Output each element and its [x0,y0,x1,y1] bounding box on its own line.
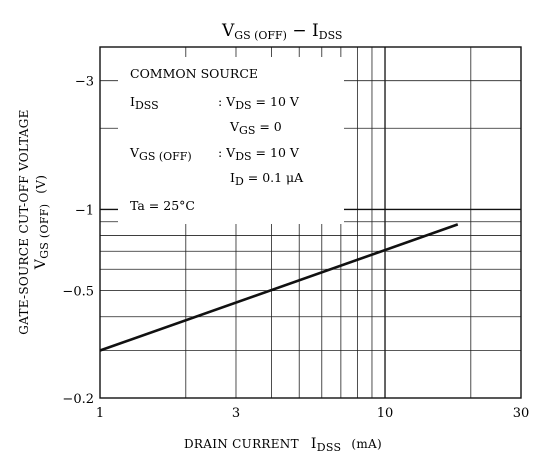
plot-frame [99,46,522,399]
y-tick-label: −0.5 [62,285,94,300]
tick-labels: 1 3 10 30 −0.2 −0.5 −1 −3 [62,75,529,421]
vgsoff-label: VGS (OFF) [129,145,192,163]
chart-title: VGS (OFF) − IDSS [221,21,342,42]
idss-cond2: VGS = 0 [229,119,282,137]
conditions-heading: COMMON SOURCE [130,66,258,81]
svg-text:GATE-SOURCE CUT-OFF VOLTAGE: GATE-SOURCE CUT-OFF VOLTAGE [17,109,31,334]
idss-label: IDSS [130,94,159,112]
idss-cond1: : VDS = 10 V [218,94,300,112]
y-tick-label: −0.2 [62,392,94,407]
x-tick-label: 10 [377,406,394,421]
x-tick-label: 3 [232,406,240,421]
conditions-text: COMMON SOURCE IDSS : VDS = 10 V VGS = 0 … [129,66,304,213]
x-tick-label: 30 [513,406,530,421]
x-tick-label: 1 [96,406,104,421]
y-tick-label: −3 [75,75,94,90]
vgsoff-cond2: ID = 0.1 μA [230,170,304,188]
series-layer [99,223,459,352]
ambient-temp: Ta = 25°C [130,198,195,213]
x-axis-label: DRAIN CURRENT IDSS (mA) [184,436,382,454]
svg-text:VGS (OFF)(V): VGS (OFF)(V) [33,175,51,270]
series-line [99,223,459,352]
y-tick-label: −1 [75,203,94,218]
y-axis-label: GATE-SOURCE CUT-OFF VOLTAGE VGS (OFF)(V) [17,109,51,334]
vgsoff-cond1: : VDS = 10 V [218,145,300,163]
conditions-box [118,57,344,224]
